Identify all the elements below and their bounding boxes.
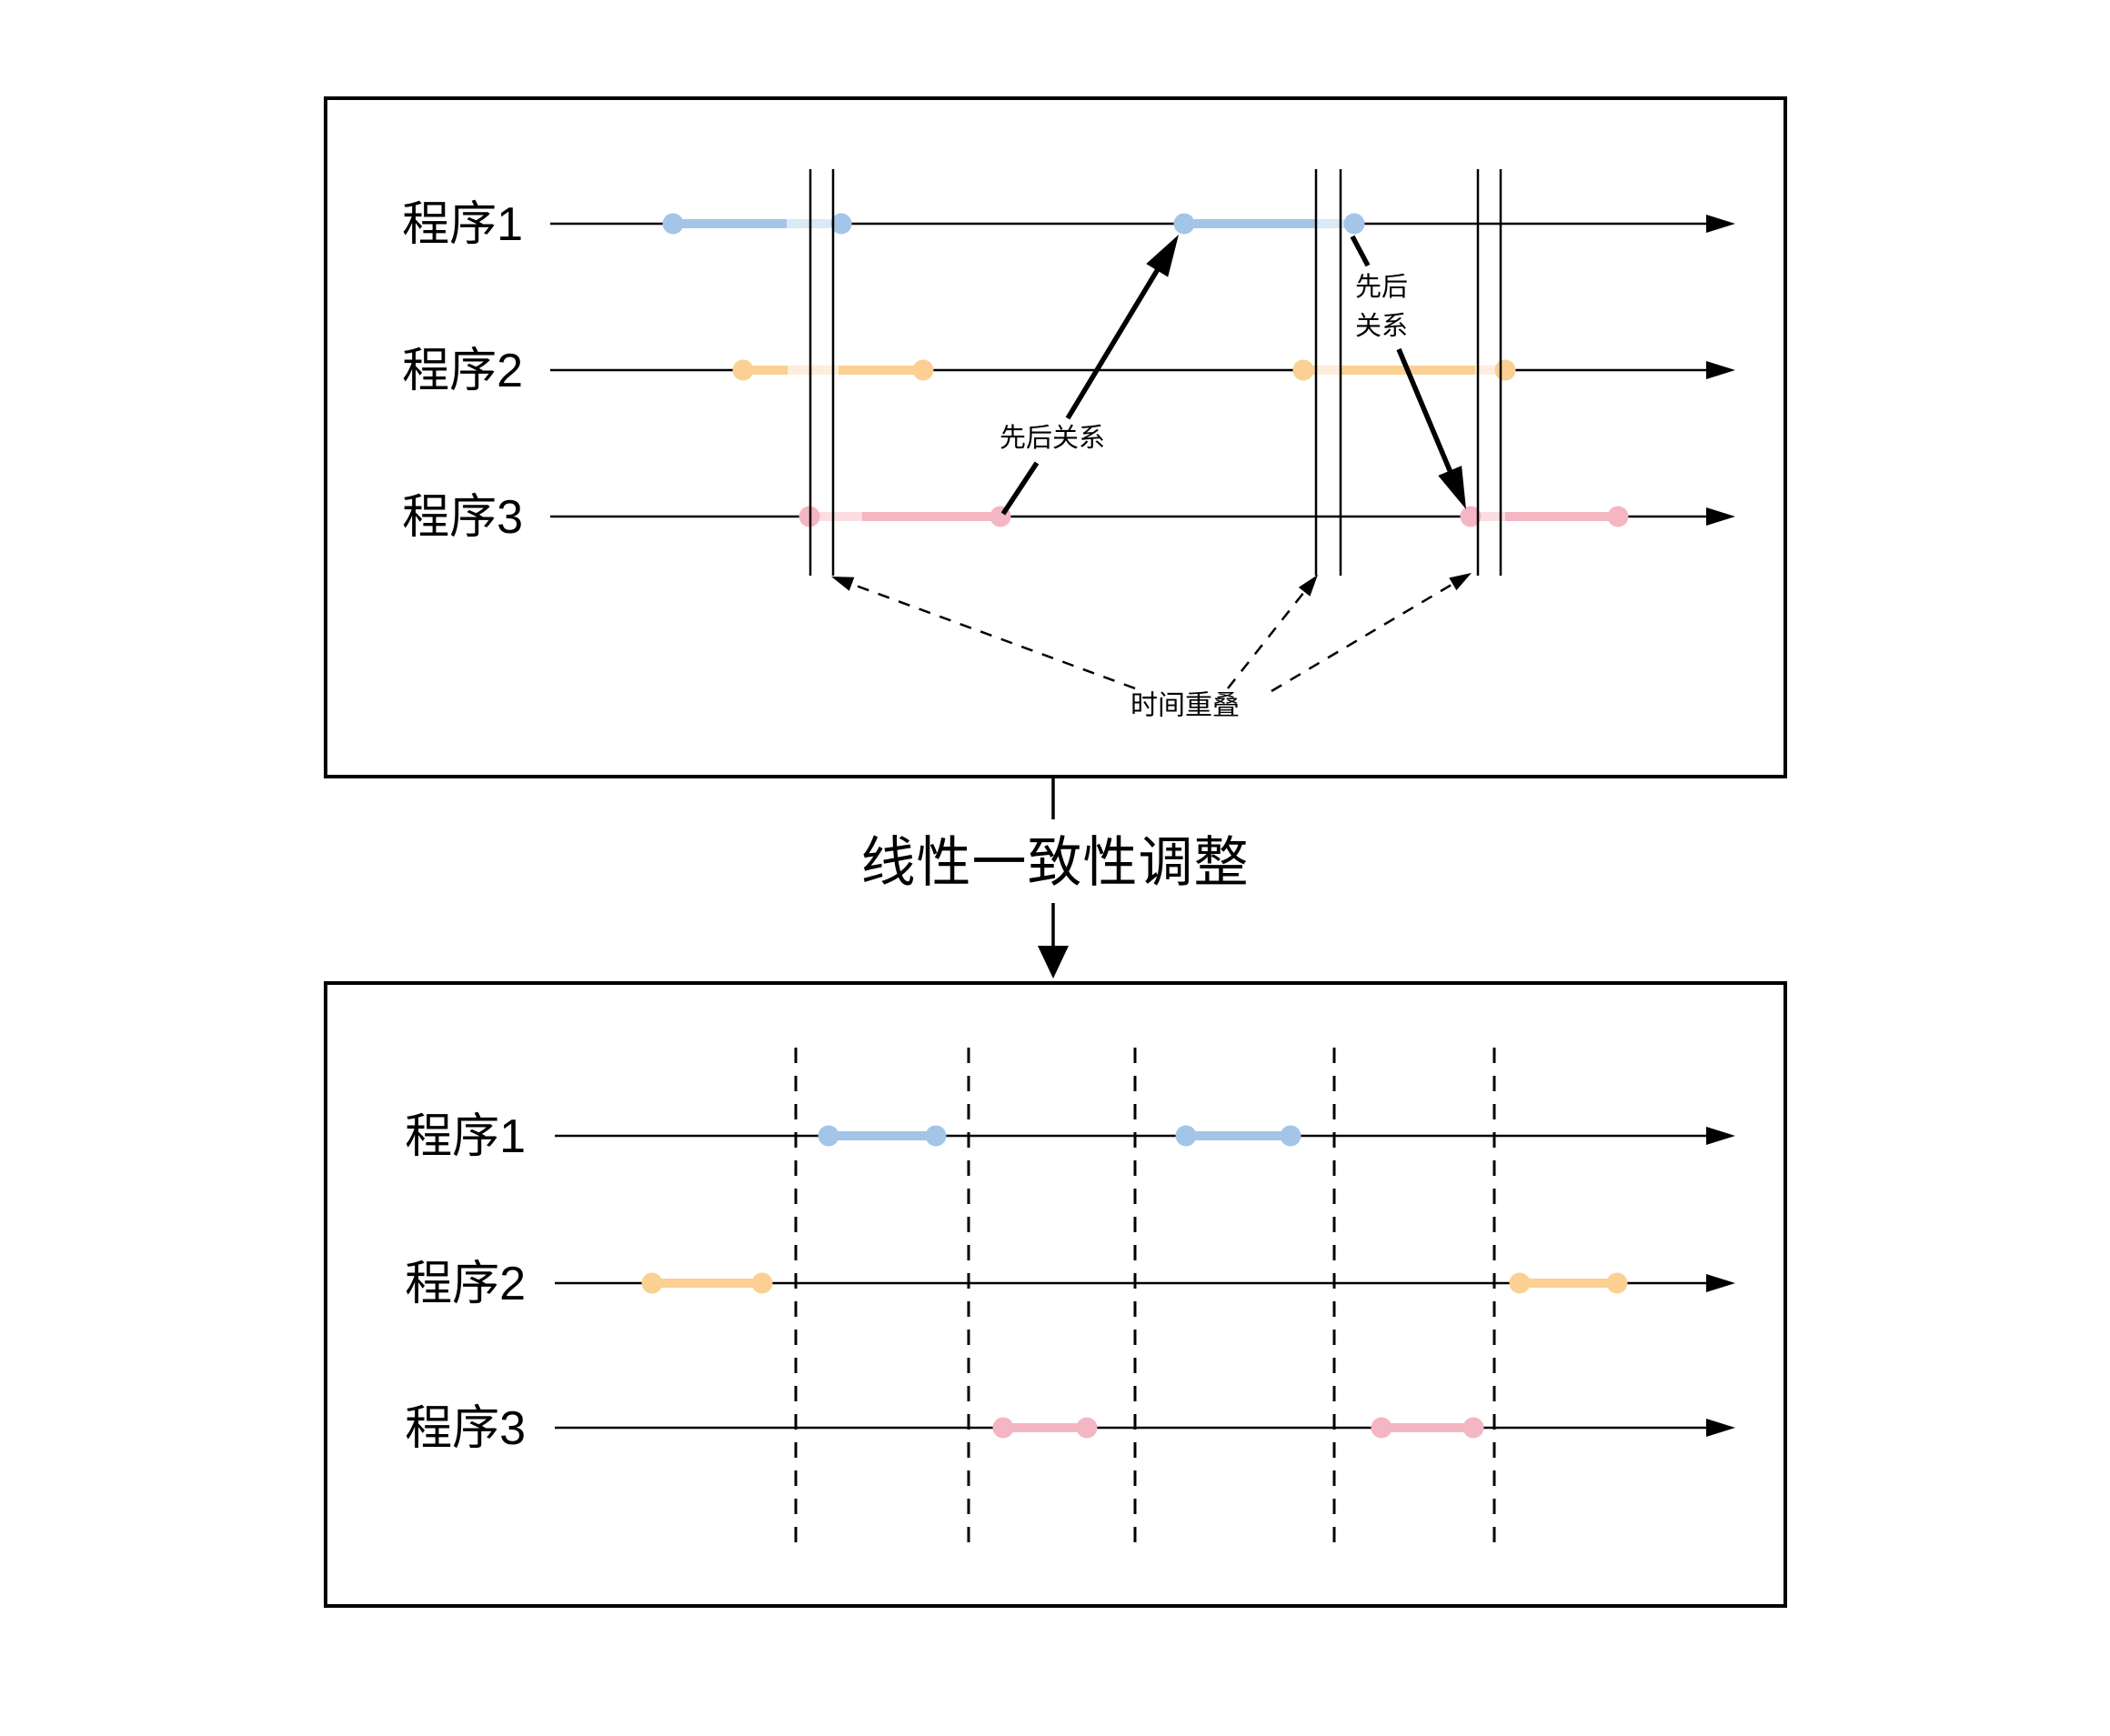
event-start-dot	[732, 359, 754, 381]
transform-arrow-head	[1038, 946, 1069, 978]
event-start-dot	[1460, 506, 1482, 527]
precedence-label-right-line2: 关系	[1354, 312, 1409, 342]
overlap-dashed-arrow-shaft	[846, 581, 1136, 690]
timeline-row-label: 程序2	[402, 345, 523, 397]
overlap-dashed-arrow-shaft	[1227, 587, 1309, 689]
linearizability-adjustment-label: 线性一致性调整	[860, 832, 1250, 893]
panel-box	[324, 96, 1787, 778]
event-start-dot	[992, 1417, 1014, 1439]
precedence-connector-line	[1350, 235, 1371, 267]
timeline-row-label: 程序1	[402, 198, 523, 251]
event-start-dot	[1371, 1417, 1392, 1439]
event-end-dot	[830, 213, 852, 235]
timeline-axis-arrowhead	[1706, 1419, 1735, 1437]
event-start-dot	[1175, 1125, 1197, 1147]
precedence-arrow-head	[1438, 466, 1466, 509]
panel-box	[324, 981, 1787, 1608]
timeline-axis-arrowhead	[1706, 361, 1735, 379]
event-start-dot	[662, 213, 684, 235]
overlap-dashed-arrow-shaft	[1271, 580, 1459, 693]
precedence-arrow-head	[1146, 235, 1179, 277]
timeline-axis-arrowhead	[1706, 507, 1735, 526]
timeline-row-label: 程序1	[405, 1110, 526, 1163]
precedence-arrow-shaft	[1065, 264, 1162, 420]
timeline-row-label: 程序3	[405, 1402, 526, 1455]
event-start-dot	[1292, 359, 1314, 381]
time-overlap-label: 时间重叠	[1130, 690, 1240, 721]
event-end-dot	[925, 1125, 947, 1147]
event-end-dot	[1343, 213, 1365, 235]
event-start-dot	[818, 1125, 839, 1147]
event-end-dot	[1607, 506, 1629, 527]
event-start-dot	[641, 1272, 663, 1294]
precedence-connector-line	[1000, 461, 1040, 516]
timeline-axis-arrowhead	[1706, 1274, 1735, 1292]
overlap-dashed-arrow-head	[1298, 575, 1318, 597]
precedence-arrow-shaft	[1396, 347, 1455, 477]
precedence-label-mid: 先后关系	[999, 424, 1106, 454]
timeline-axis-arrowhead	[1706, 1127, 1735, 1145]
timeline-axis-arrowhead	[1706, 215, 1735, 233]
overlap-dashed-arrow-head	[831, 577, 855, 591]
event-start-dot	[1509, 1272, 1531, 1294]
event-end-dot	[912, 359, 934, 381]
event-end-dot	[1462, 1417, 1484, 1439]
timeline-row-label: 程序2	[405, 1258, 526, 1310]
overlap-dashed-arrow-head	[1449, 573, 1472, 591]
event-end-dot	[751, 1272, 773, 1294]
event-start-dot	[1173, 213, 1195, 235]
event-end-dot	[1076, 1417, 1098, 1439]
event-end-dot	[1280, 1125, 1301, 1147]
event-end-dot	[1606, 1272, 1628, 1294]
event-end-dot	[1494, 359, 1516, 381]
precedence-label-right-line1: 先后	[1354, 273, 1409, 303]
timeline-row-label: 程序3	[402, 491, 523, 544]
